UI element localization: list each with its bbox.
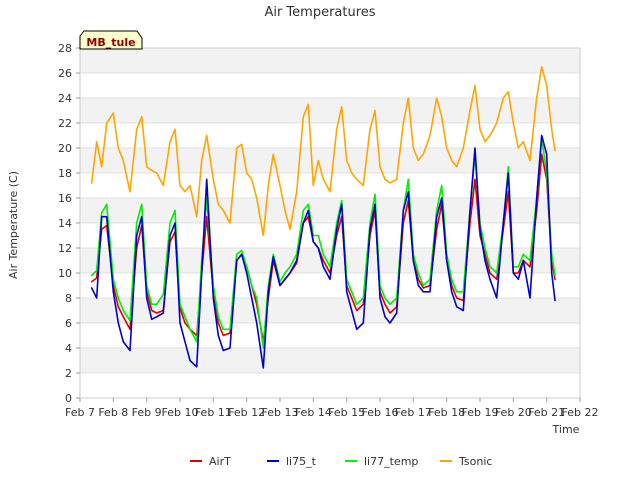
x-tick-label: Feb 8 (98, 406, 128, 419)
y-tick-label: 20 (58, 142, 72, 155)
x-axis-label: Time (552, 423, 580, 436)
x-tick-label: Feb 13 (262, 406, 299, 419)
legend-label: li77_temp (364, 455, 418, 468)
y-tick-label: 4 (65, 342, 72, 355)
x-tick-label: Feb 12 (228, 406, 265, 419)
legend-label: Tsonic (458, 455, 492, 468)
series-line-li75_t (90, 134, 556, 369)
chart-legend: AirT li75_t li77_temp Tsonic (190, 455, 492, 468)
plot-band (80, 98, 580, 123)
plot-band (80, 148, 580, 173)
station-label-box: MB_tule (79, 30, 143, 50)
y-tick-label: 14 (58, 217, 72, 230)
legend-label: AirT (209, 455, 231, 468)
x-tick-label: Feb 17 (395, 406, 432, 419)
station-label: MB_tule (86, 36, 135, 49)
y-tick-label: 16 (58, 192, 72, 205)
y-tick-label: 28 (58, 42, 72, 55)
y-tick-label: 2 (65, 367, 72, 380)
series-lines (90, 66, 556, 369)
plot-band (80, 198, 580, 223)
y-tick-label: 10 (58, 267, 72, 280)
y-tick-label: 18 (58, 167, 72, 180)
x-tick-label: Feb 10 (162, 406, 199, 419)
y-tick-label: 22 (58, 117, 72, 130)
x-tick-label: Feb 20 (495, 406, 532, 419)
y-tick-label: 26 (58, 67, 72, 80)
x-tick-label: Feb 16 (362, 406, 399, 419)
y-axis-label: Air Temperature (C) (7, 171, 20, 279)
legend-label: li75_t (286, 455, 317, 468)
y-tick-label: 0 (65, 392, 72, 405)
x-tick-label: Feb 22 (562, 406, 599, 419)
y-tick-label: 24 (58, 92, 72, 105)
y-tick-label: 6 (65, 317, 72, 330)
x-tick-label: Feb 14 (295, 406, 332, 419)
x-tick-label: Feb 18 (428, 406, 465, 419)
plot-band (80, 348, 580, 373)
x-tick-label: Feb 21 (528, 406, 565, 419)
plot-bands (80, 48, 580, 373)
x-tick-label: Feb 7 (65, 406, 95, 419)
x-tick-label: Feb 9 (132, 406, 162, 419)
x-tick-label: Feb 15 (328, 406, 365, 419)
plot-band (80, 298, 580, 323)
x-tick-label: Feb 19 (462, 406, 499, 419)
x-tick-label: Feb 11 (195, 406, 232, 419)
plot-band (80, 48, 580, 73)
y-tick-label: 12 (58, 242, 72, 255)
y-tick-label: 8 (65, 292, 72, 305)
series-line-tsonic (90, 66, 556, 237)
chart-title: Air Temperatures (264, 5, 375, 20)
